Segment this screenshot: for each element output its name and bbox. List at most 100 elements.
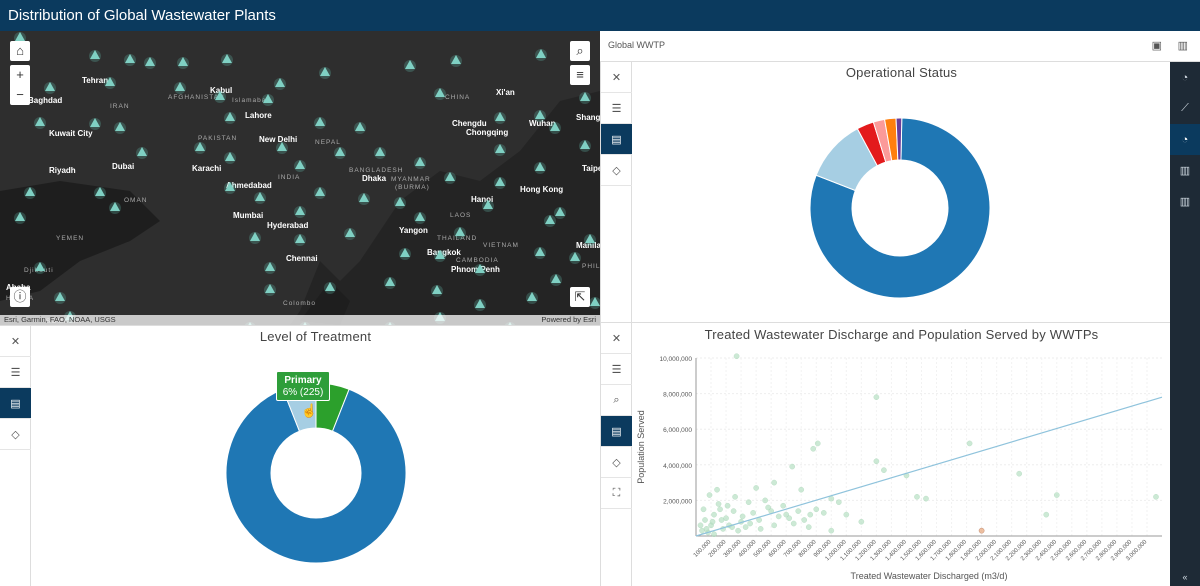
scatter-point[interactable] [735,527,741,534]
wwtp-marker[interactable] [405,60,415,69]
wwtp-marker[interactable] [35,117,45,126]
scatter-point[interactable] [873,458,880,465]
wwtp-marker[interactable] [451,55,461,64]
scatter-point[interactable] [828,527,835,534]
scatter-point[interactable] [715,501,722,507]
wwtp-marker[interactable] [550,122,560,131]
scatter-point[interactable] [810,445,817,452]
scatter-point[interactable] [742,524,749,530]
scatter-point[interactable] [724,502,731,509]
scatter-point[interactable] [730,508,737,514]
bar-chart-icon[interactable]: ▥ [1177,40,1188,52]
wwtp-marker[interactable] [415,212,425,221]
wwtp-marker[interactable] [535,162,545,171]
scatter-point[interactable] [1153,493,1159,500]
wwtp-marker[interactable] [385,277,395,286]
wwtp-marker[interactable] [435,250,445,259]
wwtp-marker[interactable] [475,264,485,273]
scatter-point[interactable] [753,485,759,491]
wwtp-marker[interactable] [555,207,565,216]
wwtp-marker[interactable] [125,54,135,63]
scatter-point[interactable] [762,497,768,504]
wwtp-marker[interactable] [277,142,287,151]
scatter-point[interactable] [790,520,797,527]
legend-button[interactable]: ☰ [601,354,632,385]
scatter-point[interactable] [786,515,793,522]
wwtp-marker[interactable] [545,215,555,224]
wwtp-marker[interactable] [275,78,285,87]
scatter-point[interactable] [709,518,716,525]
scatter-point[interactable] [1043,511,1050,518]
bar-widget-button-2[interactable]: ▥ [1170,186,1200,217]
open-map-button[interactable]: ⇱ [570,287,590,307]
wwtp-marker[interactable] [55,292,65,301]
wwtp-marker[interactable] [590,297,600,306]
wwtp-marker[interactable] [400,248,410,257]
treatment-donut-chart[interactable] [0,325,600,586]
wwtp-marker[interactable] [255,192,265,201]
wwtp-marker[interactable] [137,147,147,156]
wwtp-marker[interactable] [415,157,425,166]
wwtp-marker[interactable] [535,247,545,256]
fullscreen-button[interactable]: ⛶ [601,478,632,509]
scatter-point[interactable] [780,502,787,509]
wwtp-marker[interactable] [45,82,55,91]
scatter-point[interactable] [801,517,808,523]
donut-slice-secondary[interactable] [225,388,407,564]
zoom-controls[interactable]: + − [10,65,30,105]
eraser-button[interactable]: ◇ [0,419,31,450]
wwtp-marker[interactable] [295,206,305,215]
eraser-button[interactable]: ◇ [601,155,632,186]
scatter-point[interactable] [813,506,820,513]
wwtp-marker[interactable] [115,122,125,131]
wwtp-marker[interactable] [215,91,225,100]
collapse-icon[interactable]: « [1182,572,1188,582]
wwtp-marker[interactable] [295,160,305,169]
wwtp-marker[interactable] [90,50,100,59]
scatter-point[interactable] [914,493,920,500]
wwtp-marker[interactable] [495,112,505,121]
scatter-point[interactable] [789,463,796,470]
wwtp-marker[interactable] [15,212,25,221]
wwtp-marker[interactable] [263,94,273,103]
wwtp-marker[interactable] [455,227,465,236]
wwtp-marker[interactable] [375,147,385,156]
wwtp-marker[interactable] [265,284,275,293]
table-icon[interactable]: ▣ [1151,40,1162,52]
wwtp-marker[interactable] [222,54,232,63]
close-button[interactable]: ✕ [601,62,632,93]
wwtp-marker[interactable] [527,292,537,301]
wwtp-marker[interactable] [580,140,590,149]
pie-widget-button-2[interactable]: ◔ [1170,124,1200,155]
wwtp-marker[interactable] [35,262,45,271]
scatter-point[interactable] [814,440,821,447]
search-button[interactable]: ⌕ [570,41,590,61]
scatter-point[interactable] [714,486,720,493]
wwtp-marker[interactable] [95,187,105,196]
scatter-point[interactable] [1053,492,1060,498]
scatter-point[interactable] [798,486,805,493]
wwtp-marker[interactable] [536,49,546,58]
scatter-point[interactable] [702,517,708,523]
scatter-point[interactable] [966,440,973,447]
wwtp-marker[interactable] [359,193,369,202]
wwtp-marker[interactable] [483,200,493,209]
wwtp-marker[interactable] [435,88,445,97]
scatter-point[interactable] [757,526,764,532]
line-widget-button[interactable]: ⟋ [1170,93,1200,124]
wwtp-marker[interactable] [320,67,330,76]
zoom-in-icon[interactable]: + [16,67,24,82]
wwtp-marker[interactable] [25,187,35,196]
scatter-point[interactable] [703,526,710,532]
wwtp-marker[interactable] [15,32,25,41]
close-button[interactable]: ✕ [601,323,632,354]
wwtp-marker[interactable] [395,197,405,206]
donut-slice-planned[interactable] [895,117,903,161]
wwtp-marker[interactable] [445,172,455,181]
wwtp-marker[interactable] [535,110,545,119]
wwtp-marker[interactable] [315,117,325,126]
chart-button[interactable]: ▤ [0,388,31,419]
scatter-point[interactable] [747,520,753,527]
scatter-point[interactable] [858,518,865,525]
zoom-button[interactable]: ⌕ [601,385,632,416]
